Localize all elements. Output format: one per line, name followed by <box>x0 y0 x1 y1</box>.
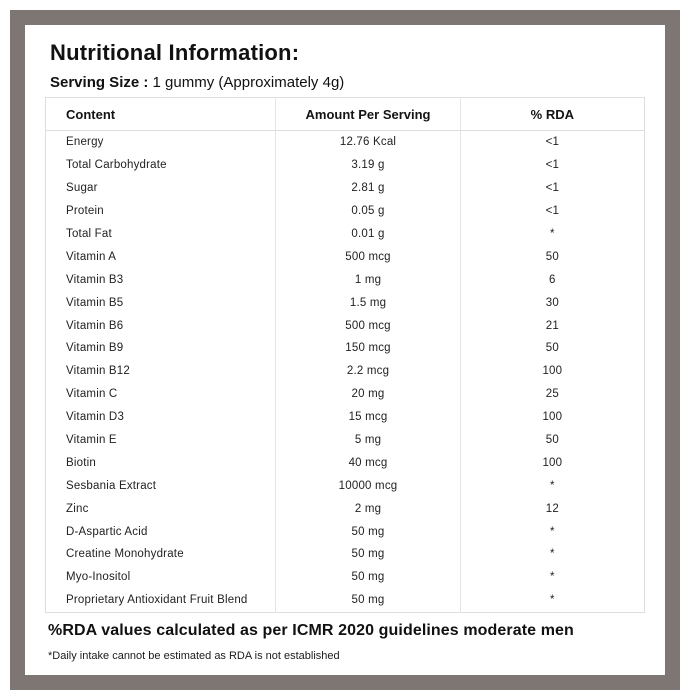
table-row: Vitamin B9 150 mcg 50 <box>46 337 645 360</box>
amount-cell: 500 mcg <box>275 314 461 338</box>
amount-cell: 2.2 mcg <box>275 359 461 383</box>
content-cell: D-Aspartic Acid <box>66 525 148 538</box>
rda-cell: 100 <box>542 365 563 378</box>
rda-cell: 50 <box>545 342 559 355</box>
content-cell: Myo-Inositol <box>66 571 131 584</box>
content-cell: Total Fat <box>66 228 112 240</box>
table-row: Vitamin B3 1 mg 6 <box>46 268 645 292</box>
rda-cell: * <box>549 228 555 240</box>
content-cell: Vitamin B6 <box>66 319 124 332</box>
content-cell: Vitamin B3 <box>66 273 124 286</box>
amount-cell: 2.81 g <box>275 176 461 200</box>
amount-cell: 0.01 g <box>275 222 461 246</box>
table-row: Biotin 40 mcg 100 <box>46 451 645 475</box>
rda-guidelines-note: %RDA values calculated as per ICMR 2020 … <box>48 622 574 639</box>
page-title: Nutritional Information: <box>50 40 300 65</box>
rda-cell: * <box>549 571 555 584</box>
amount-cell: 150 mcg <box>275 337 461 360</box>
rda-cell: 30 <box>545 296 559 309</box>
amount-cell: 50 mg <box>275 520 461 544</box>
amount-cell: 2 mg <box>275 497 461 521</box>
content-cell: Vitamin C <box>66 388 118 401</box>
serving-size-text: 1 gummy (Approximately 4g) <box>152 74 345 91</box>
table-row: Vitamin D3 15 mcg 100 <box>46 405 645 429</box>
amount-cell: 3.19 g <box>275 153 461 177</box>
amount-cell: 50 mg <box>275 565 461 589</box>
table-header: Content Amount Per Serving % RDA <box>45 97 645 131</box>
amount-cell: 50 mg <box>275 588 461 613</box>
table-row: Total Fat 0.01 g * <box>46 222 645 246</box>
content-cell: Vitamin D3 <box>66 411 125 424</box>
column-header-content: Content <box>45 97 276 131</box>
amount-cell: 1 mg <box>275 268 461 292</box>
column-header-amount: Amount Per Serving <box>275 97 461 131</box>
rda-cell: * <box>549 525 555 538</box>
amount-cell: 50 mg <box>275 543 461 566</box>
rda-cell: 12 <box>545 502 559 515</box>
serving-size-label: Serving Size : <box>50 74 149 91</box>
content-cell: Vitamin B9 <box>66 342 124 355</box>
content-cell: Creatine Monohydrate <box>66 548 184 561</box>
rda-cell: 6 <box>549 273 556 286</box>
rda-cell: * <box>549 479 555 492</box>
content-cell: Sesbania Extract <box>66 479 157 492</box>
rda-cell: 21 <box>545 319 559 332</box>
rda-cell: * <box>549 594 555 607</box>
amount-cell: 12.76 Kcal <box>275 130 461 154</box>
table-row: Energy 12.76 Kcal <1 <box>46 130 645 154</box>
rda-cell: <1 <box>545 182 560 195</box>
table-row: Proprietary Antioxidant Fruit Blend 50 mg… <box>46 588 645 613</box>
table-row: Sugar 2.81 g <1 <box>46 176 645 200</box>
content-cell: Proprietary Antioxidant Fruit Blend <box>66 594 248 607</box>
table-row: Total Carbohydrate 3.19 g <1 <box>46 153 645 177</box>
rda-cell: * <box>549 548 555 561</box>
rda-cell: 50 <box>545 250 559 263</box>
serving-size-line: Serving Size : 1 gummy (Approximately 4g… <box>50 74 344 91</box>
table-row: Vitamin B5 1.5 mg 30 <box>46 291 645 315</box>
content-cell: Vitamin B5 <box>66 296 124 309</box>
header-row: Content Amount Per Serving % RDA <box>45 97 645 131</box>
amount-cell: 15 mcg <box>275 405 461 429</box>
amount-cell: 0.05 g <box>275 199 461 223</box>
rda-cell: 100 <box>542 411 563 424</box>
amount-cell: 5 mg <box>275 428 461 452</box>
table-row: Sesbania Extract 10000 mcg * <box>46 474 645 498</box>
content-cell: Vitamin B12 <box>66 365 130 378</box>
content-cell: Biotin <box>66 456 96 469</box>
table-row: D-Aspartic Acid 50 mg * <box>46 520 645 544</box>
table-row: Vitamin B6 500 mcg 21 <box>46 314 645 338</box>
content-cell: Vitamin A <box>66 250 117 263</box>
table-row: Protein 0.05 g <1 <box>46 199 645 223</box>
amount-cell: 500 mcg <box>275 245 461 269</box>
amount-cell: 20 mg <box>275 382 461 406</box>
rda-cell: 25 <box>545 388 559 401</box>
content-cell: Total Carbohydrate <box>66 159 167 172</box>
table-row: Zinc 2 mg 12 <box>46 497 645 521</box>
rda-cell: 100 <box>542 456 563 469</box>
table-row: Vitamin C 20 mg 25 <box>46 382 645 406</box>
nutrition-table: Content Amount Per Serving % RDA Energy 1… <box>45 97 645 613</box>
table-row: Vitamin A 500 mcg 50 <box>46 245 645 269</box>
content-cell: Energy <box>66 136 104 149</box>
table-body: Energy 12.76 Kcal <1 Total Carbohydrate 3.19… <box>46 130 645 613</box>
rda-cell: 50 <box>545 434 559 447</box>
amount-cell: 10000 mcg <box>275 474 461 498</box>
table-row: Myo-Inositol 50 mg * <box>46 565 645 589</box>
rda-cell: <1 <box>545 136 560 149</box>
table-row: Creatine Monohydrate 50 mg * <box>46 543 645 566</box>
content-cell: Protein <box>66 205 104 218</box>
rda-cell: <1 <box>545 159 560 172</box>
content-cell: Zinc <box>66 502 89 515</box>
table-row: Vitamin B12 2.2 mcg 100 <box>46 359 645 383</box>
rda-cell: <1 <box>545 205 560 218</box>
content-cell: Sugar <box>66 182 98 195</box>
table-row: Vitamin E 5 mg 50 <box>46 428 645 452</box>
content-cell: Vitamin E <box>66 434 117 447</box>
amount-cell: 1.5 mg <box>275 291 461 315</box>
amount-cell: 40 mcg <box>275 451 461 475</box>
column-header-rda: % RDA <box>460 97 645 131</box>
daily-intake-footnote: *Daily intake cannot be estimated as RDA… <box>48 650 340 662</box>
